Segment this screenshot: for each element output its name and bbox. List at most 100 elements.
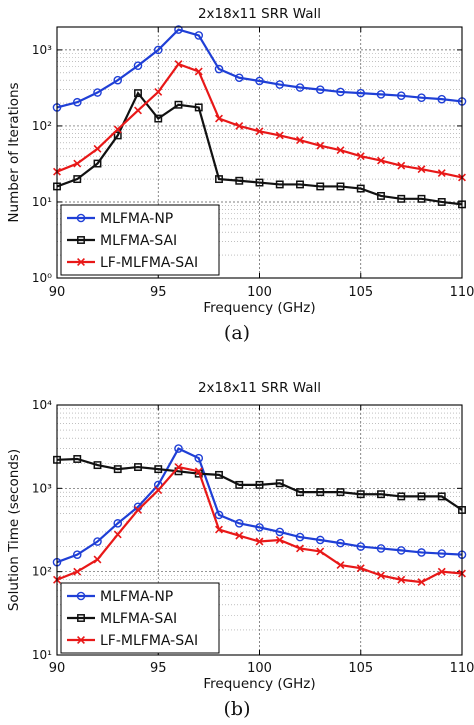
x-tick-label: 95 [150,285,167,300]
point-lf-mlfma-sai [194,467,203,476]
y-tick-label: 10¹ [32,195,52,209]
point-mlfma-sai [377,490,385,499]
x-tick-label: 95 [150,661,167,676]
point-lf-mlfma-sai [174,463,183,472]
point-mlfma-np [356,542,366,551]
y-tick-label: 10² [32,119,52,133]
point-mlfma-sai [417,492,426,501]
point-lf-mlfma-sai [235,121,244,130]
series-line-mlfma-sai [56,91,463,206]
point-lf-mlfma-sai [377,156,385,165]
legend-label: MLFMA-NP [100,211,173,227]
point-mlfma-np [396,546,406,555]
point-mlfma-sai [255,178,264,187]
point-lf-mlfma-sai [336,561,345,570]
point-mlfma-sai [134,89,142,98]
point-lf-mlfma-sai [356,152,365,161]
point-mlfma-sai [336,182,345,191]
point-lf-mlfma-sai [134,506,142,514]
point-mlfma-np [174,444,183,453]
series-line-mlfma-np [56,447,463,564]
point-lf-mlfma-sai [377,571,385,580]
point-mlfma-np [93,88,102,97]
x-tick-label: 100 [247,661,272,676]
point-lf-mlfma-sai [316,141,325,150]
y-tick-label: 10³ [32,481,52,495]
point-mlfma-sai [397,194,406,203]
point-lf-mlfma-sai [73,159,82,168]
point-mlfma-np [214,510,224,520]
point-mlfma-sai [417,194,426,203]
point-mlfma-sai [73,455,82,463]
chart-title: 2x18x11 SRR Wall [198,380,321,396]
point-mlfma-sai [255,480,264,489]
point-lf-mlfma-sai [93,144,102,153]
point-lf-mlfma-sai [316,547,325,556]
axes-frame [56,26,463,279]
point-mlfma-np [417,548,426,557]
point-mlfma-np [275,80,285,89]
point-lf-mlfma-sai [235,531,244,540]
caption-a: (a) [223,322,251,344]
point-mlfma-np [153,45,163,55]
point-mlfma-np [72,550,82,559]
point-mlfma-sai [316,488,325,497]
caption-b: (b) [223,698,251,720]
point-lf-mlfma-sai [194,67,203,76]
point-mlfma-sai [113,465,122,474]
point-mlfma-np [396,91,406,100]
point-mlfma-sai [194,103,203,112]
point-lf-mlfma-sai [255,127,264,136]
point-mlfma-sai [215,470,223,479]
x-tick-label: 110 [450,285,474,300]
point-mlfma-sai [215,175,223,184]
x-tick-label: 110 [450,661,474,676]
point-lf-mlfma-sai [437,567,446,576]
y-axis-label: Solution Time (seconds) [6,449,22,611]
legend-marker [77,236,85,244]
point-lf-mlfma-sai [154,87,163,96]
point-mlfma-np [72,97,82,107]
x-axis-label: Frequency (GHz) [203,300,315,316]
point-mlfma-sai [397,492,406,501]
point-lf-mlfma-sai [275,131,284,140]
point-lf-mlfma-sai [134,106,142,115]
point-mlfma-np [133,61,143,70]
legend-marker [77,614,85,622]
point-mlfma-sai [377,191,385,200]
legend-marker [77,636,85,644]
point-mlfma-sai [356,490,365,499]
point-mlfma-sai [154,465,163,474]
legend-marker [77,258,85,266]
point-lf-mlfma-sai [296,544,304,553]
x-tick-label: 105 [348,285,373,300]
point-mlfma-sai [93,461,102,470]
legend-label: MLFMA-SAI [100,233,177,249]
point-lf-mlfma-sai [417,165,426,174]
series-line-mlfma-sai [56,457,463,511]
series-line-mlfma-np [56,28,463,109]
y-tick-label: 10⁰ [32,271,52,285]
point-mlfma-np [336,538,345,548]
point-mlfma-np [295,83,305,92]
y-tick-label: 10¹ [32,648,52,662]
legend-marker [76,591,86,601]
point-lf-mlfma-sai [417,578,426,587]
point-lf-mlfma-sai [113,530,122,539]
point-mlfma-sai [235,480,244,489]
point-mlfma-np [214,64,224,74]
point-mlfma-sai [275,180,284,189]
point-lf-mlfma-sai [215,525,223,534]
point-mlfma-sai [356,184,365,193]
y-tick-label: 10² [32,565,52,579]
point-mlfma-sai [316,182,325,191]
point-mlfma-np [315,85,325,94]
point-mlfma-np [315,535,325,545]
point-mlfma-sai [437,198,446,206]
legend-label: MLFMA-SAI [100,611,177,627]
point-mlfma-np [437,549,447,558]
y-axis-label: Number of Iterations [6,82,22,222]
x-tick-label: 100 [247,285,272,300]
point-mlfma-np [336,87,345,97]
point-mlfma-np [356,88,366,98]
